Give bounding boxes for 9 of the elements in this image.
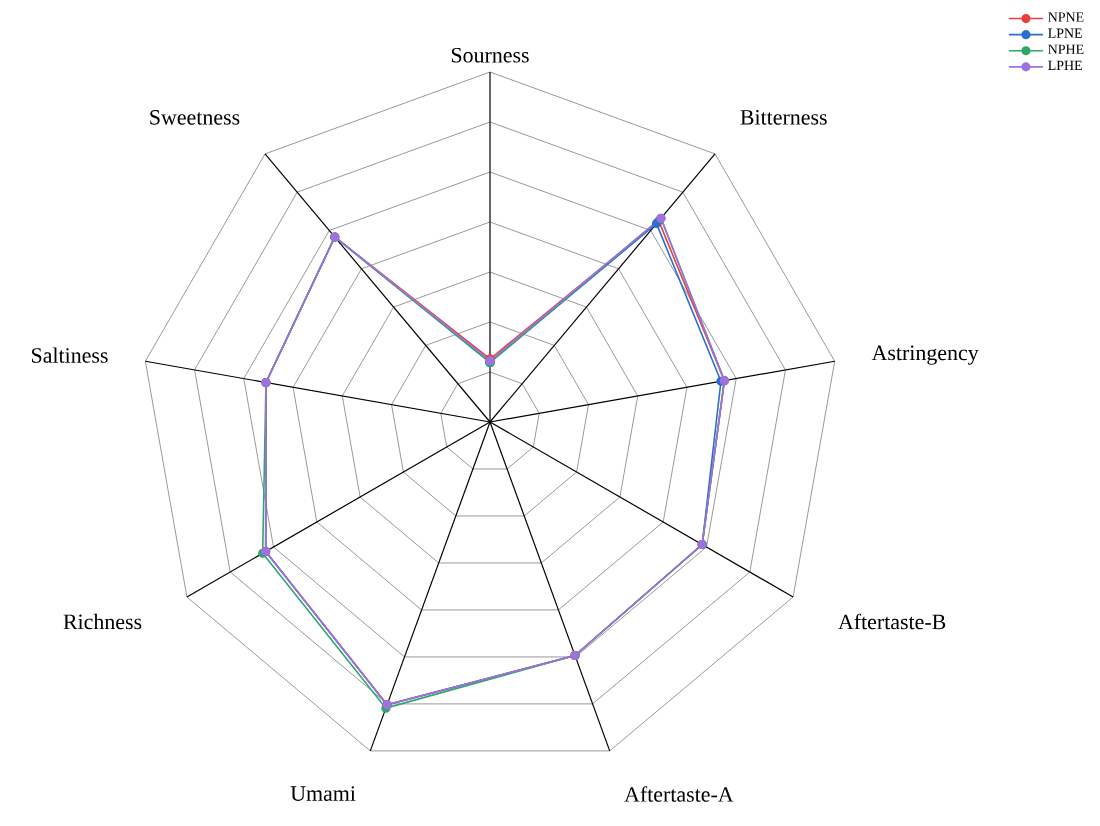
spoke-label: Astringency (871, 345, 979, 365)
spoke-label: Bitterness (740, 109, 827, 125)
spoke-label: Aftertaste-A (624, 786, 734, 802)
spoke-label: Sweetness (150, 109, 240, 125)
spoke-label: Richness (63, 613, 142, 630)
spoke-label: Umami (290, 786, 356, 801)
spoke-label: Aftertaste-B (838, 613, 946, 630)
spoke-label: Saltiness (31, 347, 108, 363)
spoke-label: Sourness (451, 47, 529, 63)
